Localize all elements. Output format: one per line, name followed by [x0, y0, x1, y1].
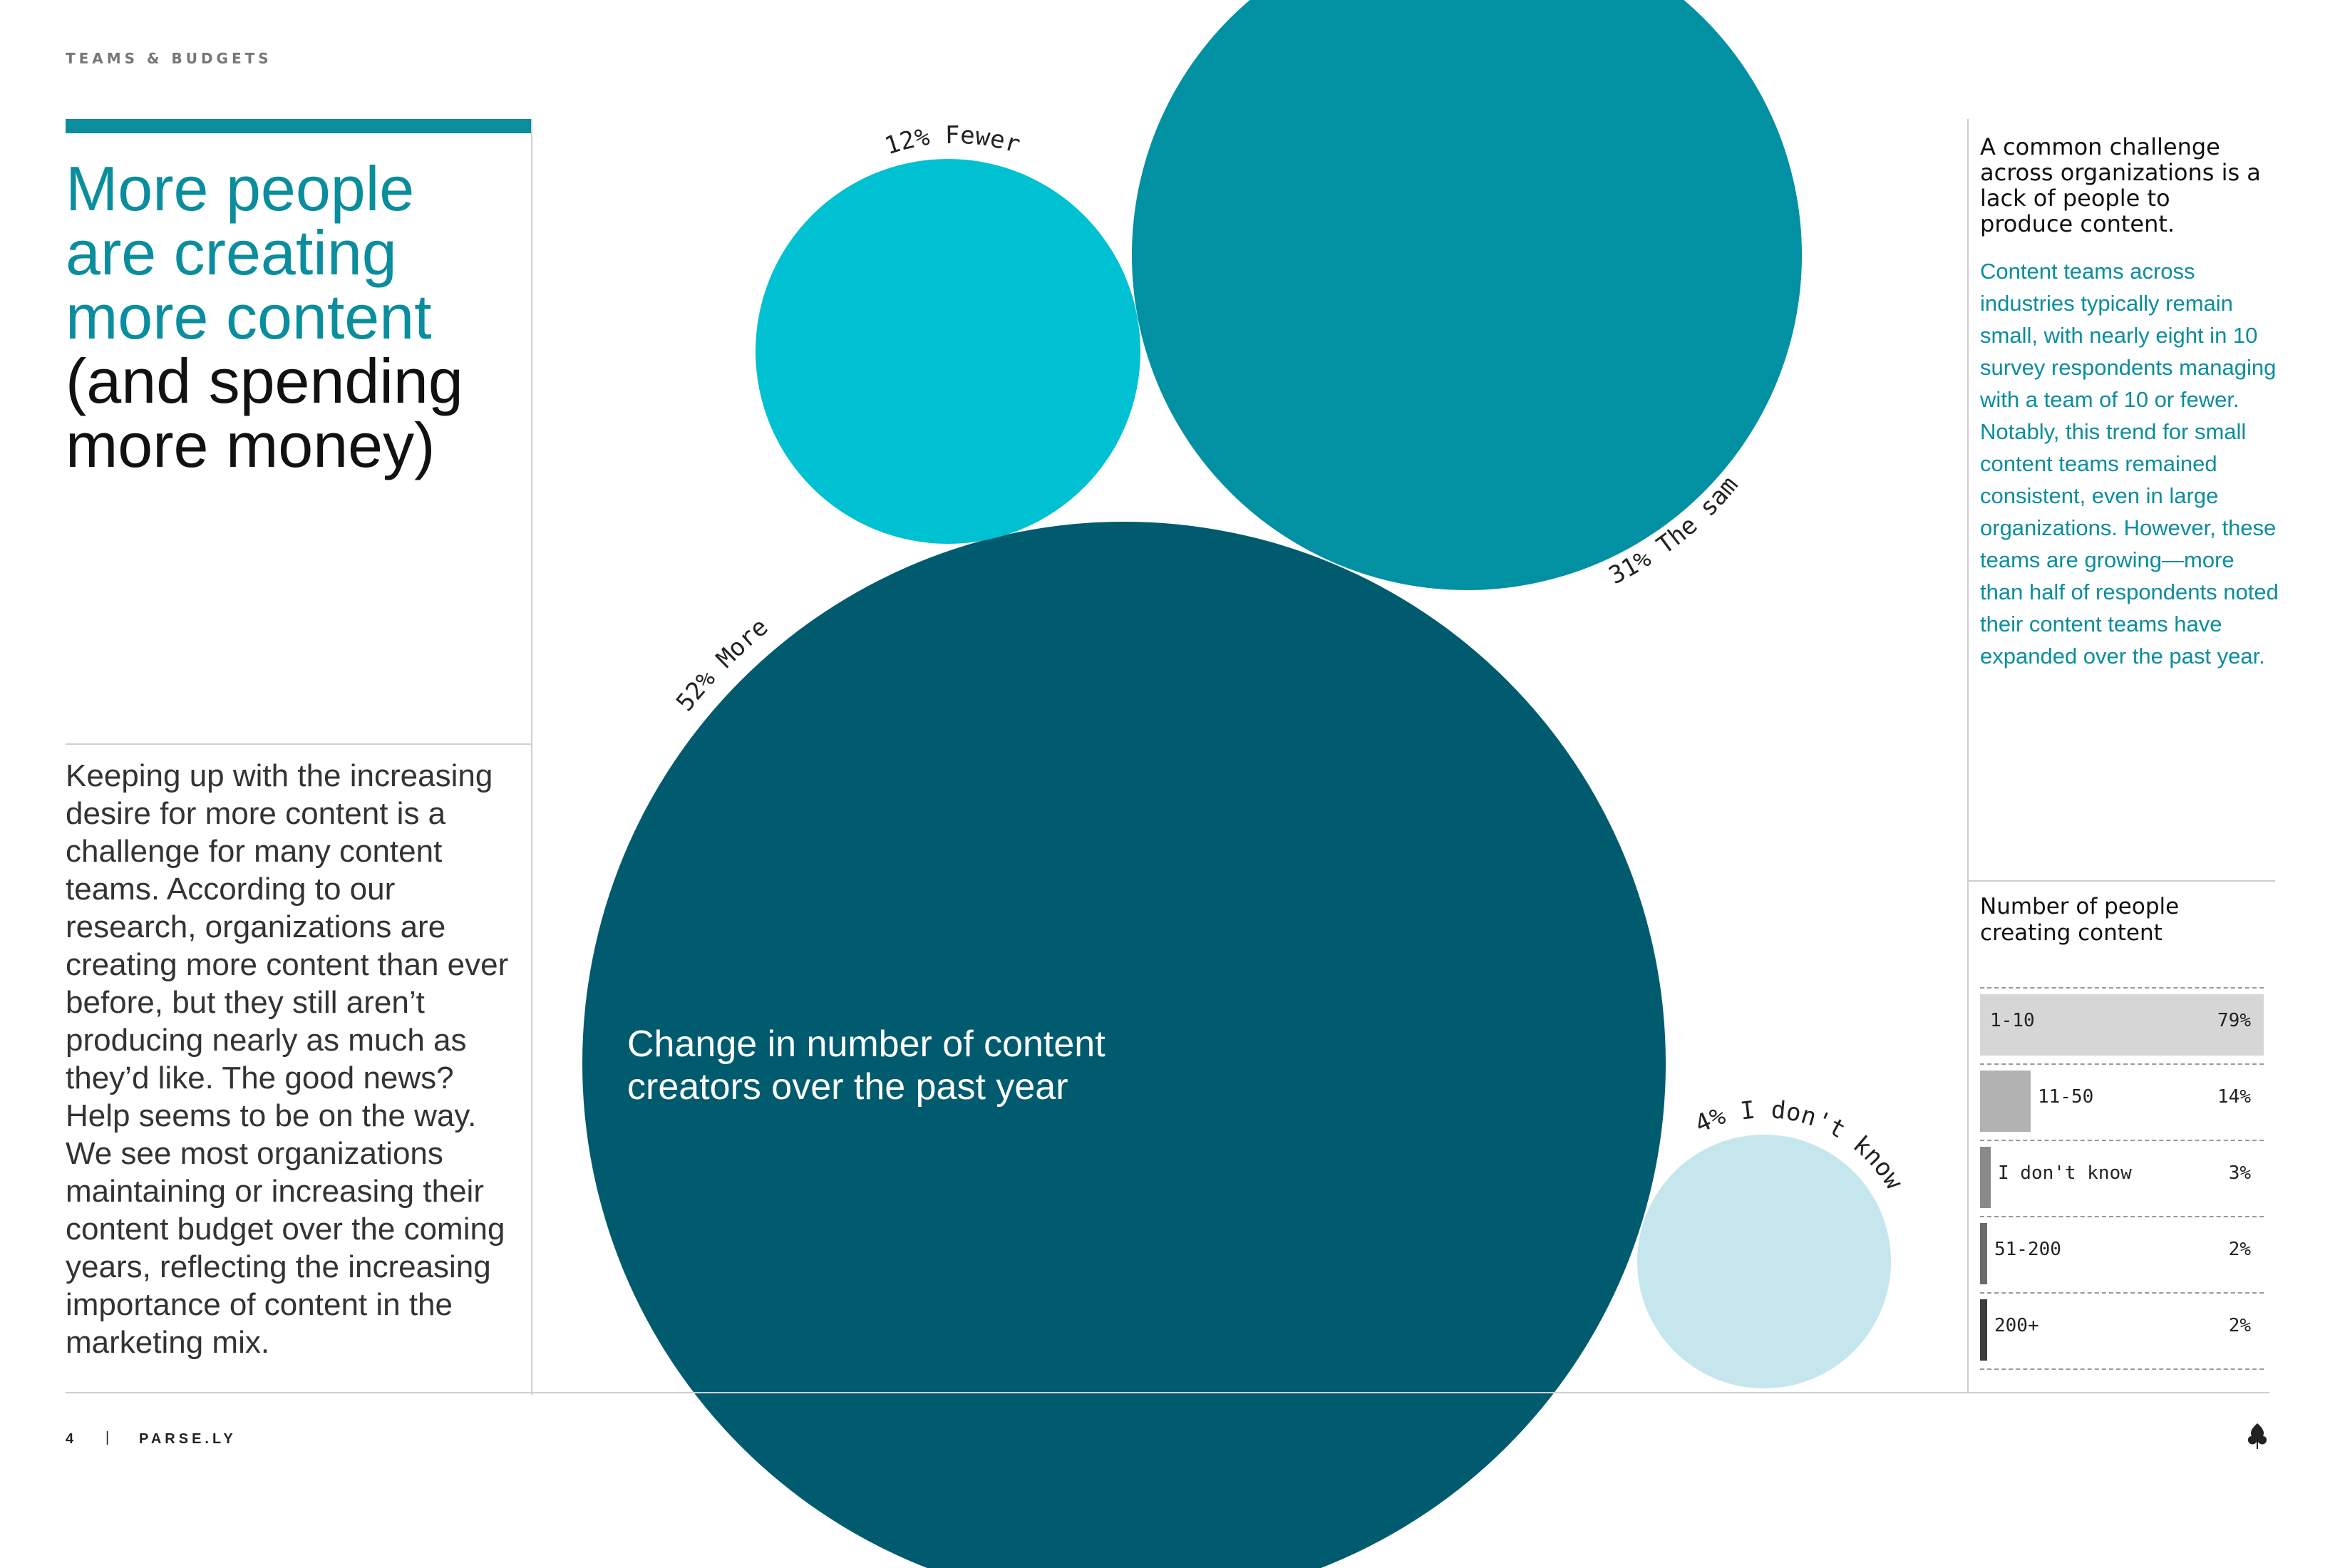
- bubble-label-more: 52% More: [671, 613, 774, 717]
- bar-value: 14%: [2217, 1086, 2251, 1108]
- accent-bar: [66, 119, 532, 133]
- headline-line: more money): [66, 410, 435, 480]
- bubble-label-fewer: 12% Fewer: [882, 121, 1024, 161]
- bar-label: 51-200: [1994, 1239, 2061, 1260]
- bar-label: 200+: [1994, 1315, 2039, 1336]
- page-number: 4: [66, 1431, 76, 1447]
- parsely-leaf-icon: [2247, 1423, 2267, 1449]
- bar-table-title: Number of people creating content: [1980, 894, 2180, 946]
- bar: [1980, 994, 2264, 1056]
- bar-label: 1-10: [1990, 1010, 2035, 1031]
- chart-title: Change in number of content creators ove…: [627, 1023, 1105, 1108]
- bar-row: 1-10 79%: [1980, 987, 2264, 1063]
- bar-value: 3%: [2228, 1162, 2251, 1184]
- bar-value: 79%: [2217, 1010, 2251, 1031]
- bubble-dont-know: [1637, 1135, 1891, 1388]
- headline-line: More people: [66, 153, 415, 224]
- divider-bottom: [66, 1392, 2269, 1393]
- bubble-same: [1132, 0, 1802, 590]
- bar-row: 51-200 2%: [1980, 1216, 2264, 1292]
- bar-row: 11-50 14%: [1980, 1063, 2264, 1140]
- headline-line: (and spending: [66, 346, 463, 416]
- bar: [1980, 1147, 1991, 1208]
- divider-right: [1967, 119, 1969, 1393]
- bar-row: 200+ 2%: [1980, 1292, 2264, 1368]
- section-label: TEAMS & BUDGETS: [66, 50, 272, 67]
- divider-mid: [66, 743, 532, 745]
- table-end-rule: [1980, 1368, 2264, 1370]
- bar: [1980, 1223, 1987, 1284]
- bar: [1980, 1299, 1987, 1361]
- intro-paragraph: Keeping up with the increasing desire fo…: [66, 758, 509, 1360]
- bar-label: I don't know: [1998, 1162, 2132, 1184]
- bar-row: I don't know 3%: [1980, 1140, 2264, 1216]
- bar-table: 1-10 79% 11-50 14% I don't know 3% 51-200 2% 200…: [1980, 987, 2264, 1370]
- bubble-fewer: [756, 159, 1140, 544]
- bar-label: 11-50: [2038, 1086, 2094, 1108]
- footer-brand: PARSE.LY: [139, 1431, 237, 1447]
- bubble-label-dont-know: 4% I don't know: [1691, 1095, 1909, 1195]
- sidebar-lead: A common challenge across organizations …: [1980, 133, 2261, 237]
- sidebar-body: Content teams across industries typicall…: [1980, 259, 2279, 669]
- bar-value: 2%: [2228, 1315, 2251, 1336]
- headline-line: more content: [66, 282, 432, 352]
- divider-left: [531, 119, 532, 1395]
- bar: [1980, 1071, 2031, 1132]
- page-headline: More people are creating more content (a…: [66, 157, 522, 478]
- footer-separator: |: [105, 1430, 110, 1445]
- divider-sidebar: [1969, 880, 2275, 882]
- bar-value: 2%: [2228, 1239, 2251, 1260]
- headline-line: are creating: [66, 217, 397, 288]
